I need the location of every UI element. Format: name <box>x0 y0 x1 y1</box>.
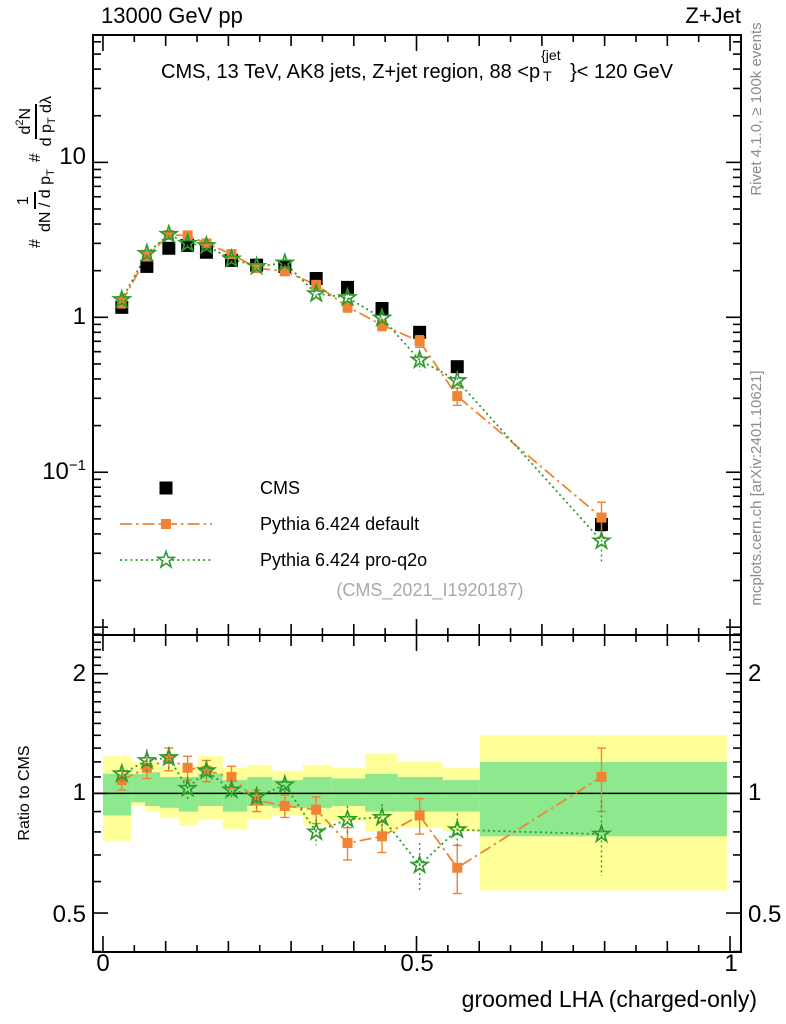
legend-item-cms: CMS <box>118 470 427 506</box>
plot-title-post: }< 120 GeV <box>570 61 673 83</box>
ratio-series <box>111 746 613 895</box>
legend-label-pythia-proq2o: Pythia 6.424 pro-q2o <box>260 550 428 570</box>
pt-superscript: {jet <box>541 47 561 63</box>
legend-label-pythia-default: Pythia 6.424 default <box>260 514 420 534</box>
legend-item-pythia-default: Pythia 6.424 default <box>118 506 427 542</box>
ylabel-fraction-2: d2N d pT dλ <box>13 96 59 147</box>
legend: CMS Pythia 6.424 default Pythia 6.424 pr… <box>118 470 427 578</box>
pythia-default-marker-icon <box>120 519 212 529</box>
ratio-ytick-right-2: 2 <box>748 660 762 687</box>
process-label: Z+Jet <box>685 3 741 28</box>
ylabel-frac2-den: d pT dλ <box>38 96 59 147</box>
ylabel-frac2-num: d2N <box>13 103 38 139</box>
mcplots-citation-note: mcplots.cern.ch [arXiv:2401.10621] <box>748 370 765 606</box>
ylabel-frac1-den: dN / d pT <box>36 169 57 233</box>
pythia-proq2o-marker-icon <box>120 549 212 570</box>
plot-title-pre: CMS, 13 TeV, AK8 jets, Z+jet region, 88 … <box>161 61 541 83</box>
main-ytick-1: 1 <box>72 303 86 330</box>
main-ytick-0p1: 10−1 <box>42 457 86 485</box>
main-ytick-10: 10 <box>59 143 86 170</box>
y-axis-label: # 1 dN / d pT # d2N d pT dλ <box>4 24 68 320</box>
cms-marker-icon <box>159 481 173 495</box>
ylabel-hash-1: # <box>27 239 44 248</box>
plot-title: CMS, 13 TeV, AK8 jets, Z+jet region, 88 … <box>93 47 741 84</box>
ratio-ytick-left-2: 2 <box>72 660 86 687</box>
x-axis-label: groomed LHA (charged-only) <box>461 986 757 1012</box>
analysis-id-watermark: (CMS_2021_I1920187) <box>336 580 524 600</box>
ratio-ytick-right-1: 1 <box>748 779 762 806</box>
legend-label-cms: CMS <box>260 478 300 498</box>
ratio-ytick-left-0p5: 0.5 <box>52 901 86 928</box>
pt-supsub: {jet T <box>540 47 570 84</box>
main-series <box>111 223 613 563</box>
ylabel-fraction-1: 1 dN / d pT <box>15 169 57 232</box>
axes-ticks <box>93 35 741 953</box>
ratio-bands <box>102 735 727 891</box>
ylabel-frac1-num: 1 <box>15 192 36 210</box>
ratio-ytick-left-1: 1 <box>72 779 86 806</box>
legend-item-pythia-proq2o: Pythia 6.424 pro-q2o <box>118 542 427 578</box>
ratio-axis-label: Ratio to CMS <box>16 745 33 841</box>
xtick-0p5: 0.5 <box>400 950 434 977</box>
rivet-version-note: Rivet 4.1.0, ≥ 100k events <box>748 22 765 196</box>
ratio-ytick-right-0p5: 0.5 <box>748 901 782 928</box>
xtick-0: 0 <box>96 950 110 977</box>
xtick-1: 1 <box>724 950 738 977</box>
pt-subscript: T <box>543 68 552 84</box>
beam-energy-label: 13000 GeV pp <box>101 3 243 28</box>
